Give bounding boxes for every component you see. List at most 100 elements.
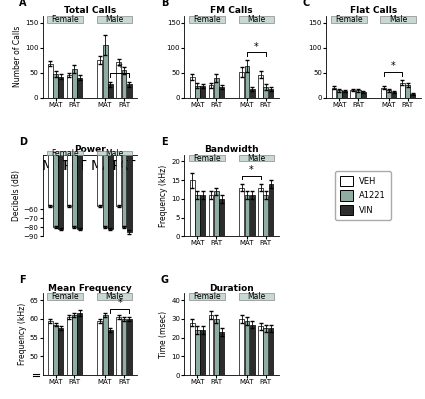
Text: *: * <box>391 61 395 71</box>
Text: *: * <box>254 41 259 51</box>
Text: B: B <box>161 0 168 8</box>
Bar <box>238 16 274 23</box>
Y-axis label: Decibels (dB): Decibels (dB) <box>11 170 21 221</box>
Bar <box>116 317 121 375</box>
Bar <box>200 330 205 375</box>
Bar <box>190 323 195 375</box>
Bar <box>127 319 132 375</box>
Text: F: F <box>19 275 26 286</box>
Bar <box>264 328 268 375</box>
Bar <box>122 70 126 98</box>
Bar <box>103 155 108 227</box>
Bar <box>381 88 386 98</box>
Bar <box>244 66 249 98</box>
Bar <box>219 87 224 98</box>
Bar <box>405 85 410 98</box>
Y-axis label: Time (msec): Time (msec) <box>159 311 168 358</box>
Bar <box>258 326 263 375</box>
Bar <box>53 324 58 375</box>
Bar <box>332 88 337 98</box>
Text: *: * <box>117 298 122 308</box>
Bar <box>380 16 416 23</box>
Bar <box>127 84 132 98</box>
Bar <box>244 195 249 236</box>
Bar <box>47 152 83 155</box>
Bar <box>244 321 249 375</box>
Bar <box>400 83 405 98</box>
Bar <box>391 92 397 98</box>
Bar <box>108 84 113 98</box>
Bar <box>97 155 102 206</box>
Bar <box>342 91 347 98</box>
Bar <box>264 87 268 98</box>
Text: Female: Female <box>193 292 221 301</box>
Bar <box>47 293 83 300</box>
Bar <box>195 330 200 375</box>
Bar <box>58 328 63 375</box>
Bar <box>58 155 63 229</box>
Bar <box>72 69 77 98</box>
Bar <box>77 155 82 229</box>
Bar <box>386 90 391 98</box>
Bar <box>250 89 255 98</box>
Text: Male: Male <box>105 292 124 301</box>
Title: FM Calls: FM Calls <box>210 6 253 15</box>
Bar <box>195 86 200 98</box>
Bar <box>122 155 126 227</box>
Bar <box>53 74 58 98</box>
Bar <box>48 155 53 206</box>
Bar <box>48 321 53 375</box>
Bar <box>116 155 121 206</box>
Text: Female: Female <box>193 154 221 162</box>
Text: Male: Male <box>389 15 407 24</box>
Bar <box>214 78 219 98</box>
Bar <box>209 85 213 98</box>
Bar <box>219 332 224 375</box>
Bar <box>77 78 82 98</box>
Y-axis label: Number of Calls: Number of Calls <box>13 26 22 87</box>
Bar <box>238 293 274 300</box>
Bar <box>239 188 244 236</box>
Title: Total Calls: Total Calls <box>64 6 116 15</box>
Title: Duration: Duration <box>209 284 254 293</box>
Text: Male: Male <box>247 154 266 162</box>
Bar <box>337 90 342 98</box>
Bar <box>103 315 108 375</box>
Bar <box>351 90 355 98</box>
Bar <box>77 313 82 375</box>
Bar <box>238 155 274 162</box>
Text: Male: Male <box>247 15 266 24</box>
Bar <box>97 321 102 375</box>
Bar <box>108 155 113 229</box>
Bar <box>48 63 53 98</box>
Bar <box>200 195 205 236</box>
Bar <box>250 324 255 375</box>
Bar <box>356 90 360 98</box>
Bar <box>58 77 63 98</box>
Text: Female: Female <box>51 148 79 158</box>
Bar <box>239 319 244 375</box>
Bar <box>195 195 200 236</box>
Bar <box>190 77 195 98</box>
Bar <box>264 195 268 236</box>
Text: G: G <box>161 275 169 286</box>
Bar <box>190 180 195 236</box>
Title: Mean Frequency: Mean Frequency <box>48 284 132 293</box>
Bar <box>108 330 113 375</box>
Bar <box>189 155 225 162</box>
Title: Flat Calls: Flat Calls <box>350 6 397 15</box>
Bar <box>269 89 273 98</box>
Bar <box>239 71 244 98</box>
Bar <box>200 86 205 98</box>
Bar <box>331 16 366 23</box>
Bar <box>189 16 225 23</box>
Bar <box>209 195 213 236</box>
Bar <box>269 328 273 375</box>
Text: Female: Female <box>51 15 79 24</box>
Bar <box>47 16 83 23</box>
Text: Male: Male <box>105 148 124 158</box>
Bar <box>97 152 132 155</box>
Text: Female: Female <box>51 292 79 301</box>
Bar <box>72 155 77 227</box>
Bar <box>411 94 415 98</box>
